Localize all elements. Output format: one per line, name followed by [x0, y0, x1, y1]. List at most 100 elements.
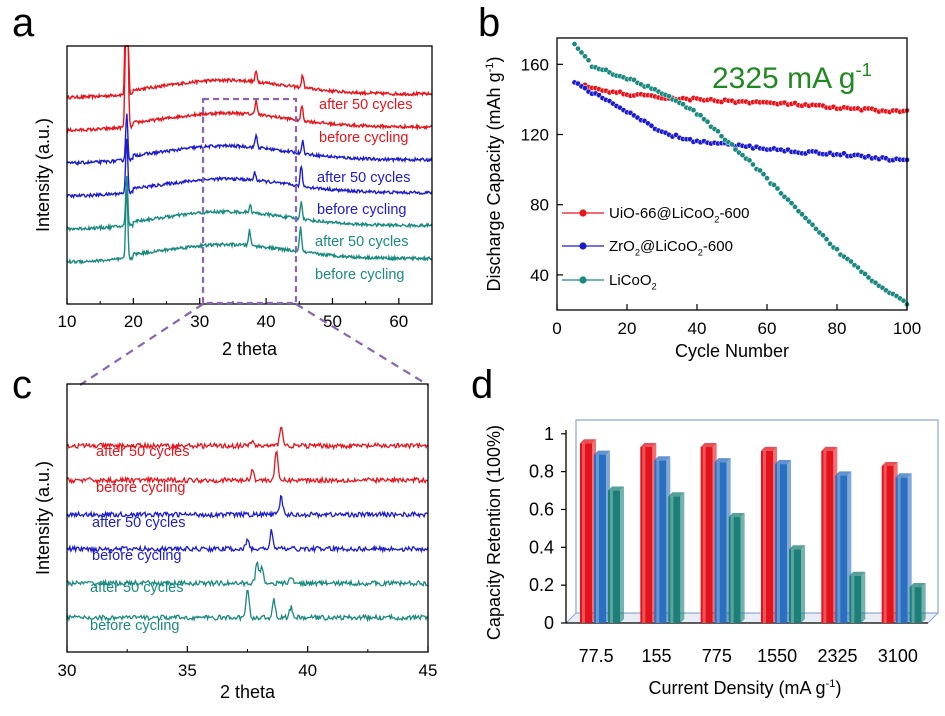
data-point-b	[764, 175, 770, 182]
bar-d	[881, 465, 894, 623]
bar-d	[775, 464, 787, 623]
y-tick-label-d: 1	[544, 424, 554, 444]
bar-top-d	[668, 492, 685, 497]
x-tick-label-b: 40	[688, 319, 707, 338]
x-tick-label-a: 40	[257, 312, 276, 331]
x-axis-label-d: Current Density (mA g-1)	[649, 678, 842, 698]
bar-d	[580, 443, 592, 623]
bar-top-d	[640, 443, 657, 448]
x-axis-label-a: 2 theta	[222, 339, 278, 359]
x-tick-label-a: 20	[124, 312, 143, 331]
bar-d	[909, 587, 922, 623]
data-point-b	[729, 141, 735, 148]
bar-d	[640, 447, 653, 623]
category-label-d: 155	[641, 646, 671, 666]
data-point-b	[774, 185, 781, 192]
category-label-d: 3100	[878, 646, 918, 666]
series-label-c-5: before cycling	[90, 618, 179, 634]
series-label-a-5: before cycling	[315, 267, 404, 283]
xrd-trace-c-2	[66, 494, 429, 520]
data-point-b	[785, 196, 791, 203]
y-axis-label-d: Capacity Retention (100%)	[484, 425, 504, 640]
data-point-b	[823, 236, 830, 243]
xrd-trace-c-3	[66, 529, 429, 554]
panel-b: b 0 20 40 60 80 100 40 80 120 160 Cycle Number Disch…	[478, 1, 921, 361]
bar-top-d	[608, 486, 624, 491]
x-tick-label-c: 40	[298, 661, 317, 680]
bar-highlight-d	[897, 477, 901, 623]
bar-top-d	[849, 571, 866, 576]
data-point-b	[813, 226, 819, 232]
bar-top-d	[881, 461, 898, 466]
bar-side-d	[907, 473, 912, 623]
data-point-b	[575, 45, 581, 52]
xrd-trace-c-1	[66, 450, 429, 485]
bar-highlight-d	[763, 450, 766, 623]
series-label-a-1: before cycling	[319, 130, 408, 146]
bar-top-d	[580, 439, 596, 444]
data-point-b	[666, 93, 672, 100]
bar-side-d	[740, 513, 745, 623]
data-point-b	[865, 274, 872, 281]
zoom-box	[201, 97, 298, 305]
bar-top-d	[594, 450, 610, 455]
bar-top-d	[700, 443, 717, 448]
data-point-b	[792, 204, 798, 210]
plot-frame-b	[556, 37, 908, 311]
legend-marker-b	[579, 209, 587, 217]
data-point-b	[746, 157, 753, 164]
bar-highlight-d	[610, 490, 613, 623]
bar-top-d	[775, 460, 791, 465]
x-axis-label-c: 2 theta	[220, 682, 276, 702]
xrd-trace-a-2	[67, 113, 433, 167]
y-tick-label-b: 120	[521, 126, 549, 145]
y-axis-label-a: Intensity (a.u.)	[33, 118, 53, 232]
y-axis-label-c: Intensity (a.u.)	[33, 461, 53, 575]
series-label-c-4: after 50 cycles	[90, 580, 184, 596]
data-point-b	[582, 53, 588, 60]
bar-d	[594, 454, 606, 623]
panel-c: c after 50 cycles before cycling after 50 c…	[12, 363, 437, 702]
panel-label-c: c	[12, 363, 32, 407]
bar-highlight-d	[837, 475, 841, 623]
y-tick-label-b: 80	[530, 196, 549, 215]
bar-d	[895, 477, 908, 623]
y-tick-label-d: 0.6	[529, 499, 554, 519]
series-label-c-3: before cycling	[92, 548, 181, 564]
xrd-trace-a-5	[66, 189, 433, 265]
data-point-b	[704, 118, 711, 125]
x-axis-label-b: Cycle Number	[675, 341, 789, 361]
data-point-b	[739, 152, 746, 158]
panel-d: d 0 0.2 0.4 0.6 0.8 1 77.5 155 775 1550 2325 3100 Cur…	[471, 363, 940, 698]
data-point-b	[778, 190, 784, 197]
bar-top-d	[895, 473, 912, 478]
y-tick-label-d: 0.8	[529, 462, 554, 482]
data-point-b	[757, 167, 763, 174]
bar-highlight-d	[851, 575, 855, 623]
data-point-b	[855, 264, 861, 271]
x-tick-label-b: 80	[828, 319, 847, 338]
data-point-b	[799, 211, 805, 218]
category-label-d: 77.5	[579, 646, 614, 666]
bar-top-d	[789, 545, 805, 550]
data-point-b	[697, 112, 704, 119]
bar-highlight-d	[716, 462, 720, 623]
legend-marker-b	[579, 276, 587, 284]
xrd-trace-a-3	[66, 138, 433, 200]
category-label-d: 2325	[817, 646, 857, 666]
series-label-c-0: after 50 cycles	[96, 444, 190, 460]
xrd-trace-c-5	[66, 589, 429, 623]
data-point-b	[718, 133, 725, 140]
bar-highlight-d	[791, 549, 794, 623]
x-tick-label-b: 0	[552, 319, 561, 338]
data-point-b	[760, 171, 767, 178]
bar-d	[668, 496, 681, 623]
legend-label-b: LiCoO2	[609, 272, 657, 292]
panel-label-b: b	[478, 1, 500, 45]
data-point-b	[648, 122, 655, 129]
series-b-2	[571, 41, 910, 308]
series-label-a-2: after 50 cycles	[317, 170, 411, 186]
bar-d	[835, 475, 848, 623]
panel-a: a after 50 cycles before cycling after 50 c…	[12, 1, 433, 386]
